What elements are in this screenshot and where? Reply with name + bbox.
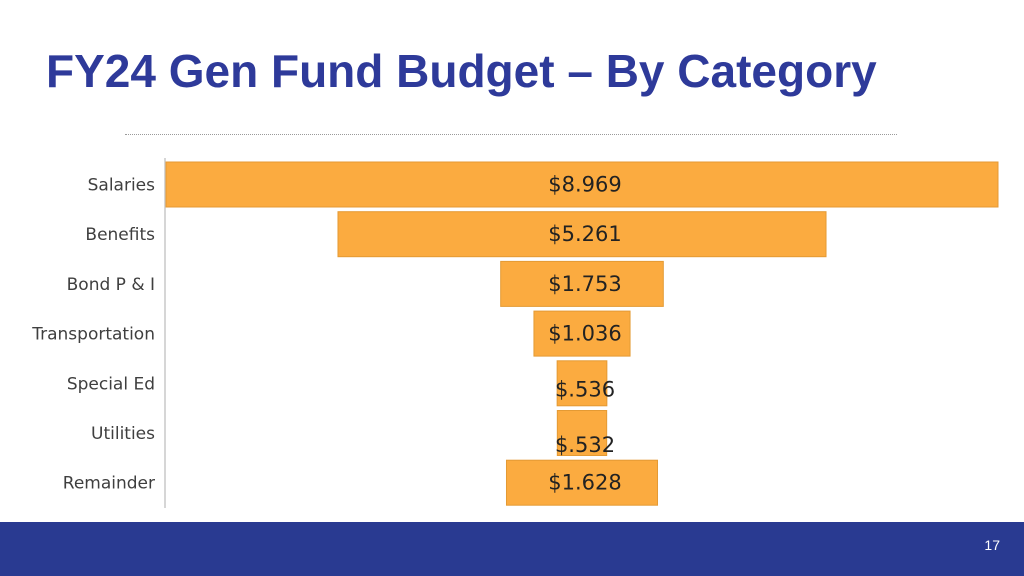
category-label: Salaries — [88, 176, 156, 196]
bar-benefits — [337, 211, 827, 258]
value-label: $5.261 — [548, 222, 621, 246]
category-label: Transportation — [31, 325, 155, 345]
bar-salaries — [165, 161, 999, 208]
category-label: Special Ed — [67, 374, 155, 394]
value-label: $.536 — [555, 377, 615, 401]
value-label: $1.628 — [548, 471, 621, 495]
value-label: $8.969 — [548, 173, 621, 197]
slide-title: FY24 Gen Fund Budget – By Category — [46, 45, 877, 97]
budget-funnel-chart: Salaries $8.969 Benefits $5.261 Bond P & I $1… — [31, 158, 999, 508]
title-divider — [125, 134, 897, 135]
category-label: Utilities — [91, 424, 155, 444]
footer-bar: 17 — [0, 522, 1024, 576]
category-label: Remainder — [63, 474, 155, 494]
value-label: $.532 — [555, 433, 615, 457]
bar-transportation — [533, 310, 631, 357]
bar-utilities — [556, 410, 608, 456]
value-label: $1.036 — [548, 322, 621, 346]
bar-remainder — [505, 459, 659, 506]
category-label: Bond P & I — [67, 275, 155, 295]
bar-bond-p-i — [500, 260, 664, 307]
category-label: Benefits — [85, 225, 155, 245]
bar-special-ed — [556, 360, 608, 407]
page-number: 17 — [984, 537, 1000, 553]
value-label: $1.753 — [548, 272, 621, 296]
